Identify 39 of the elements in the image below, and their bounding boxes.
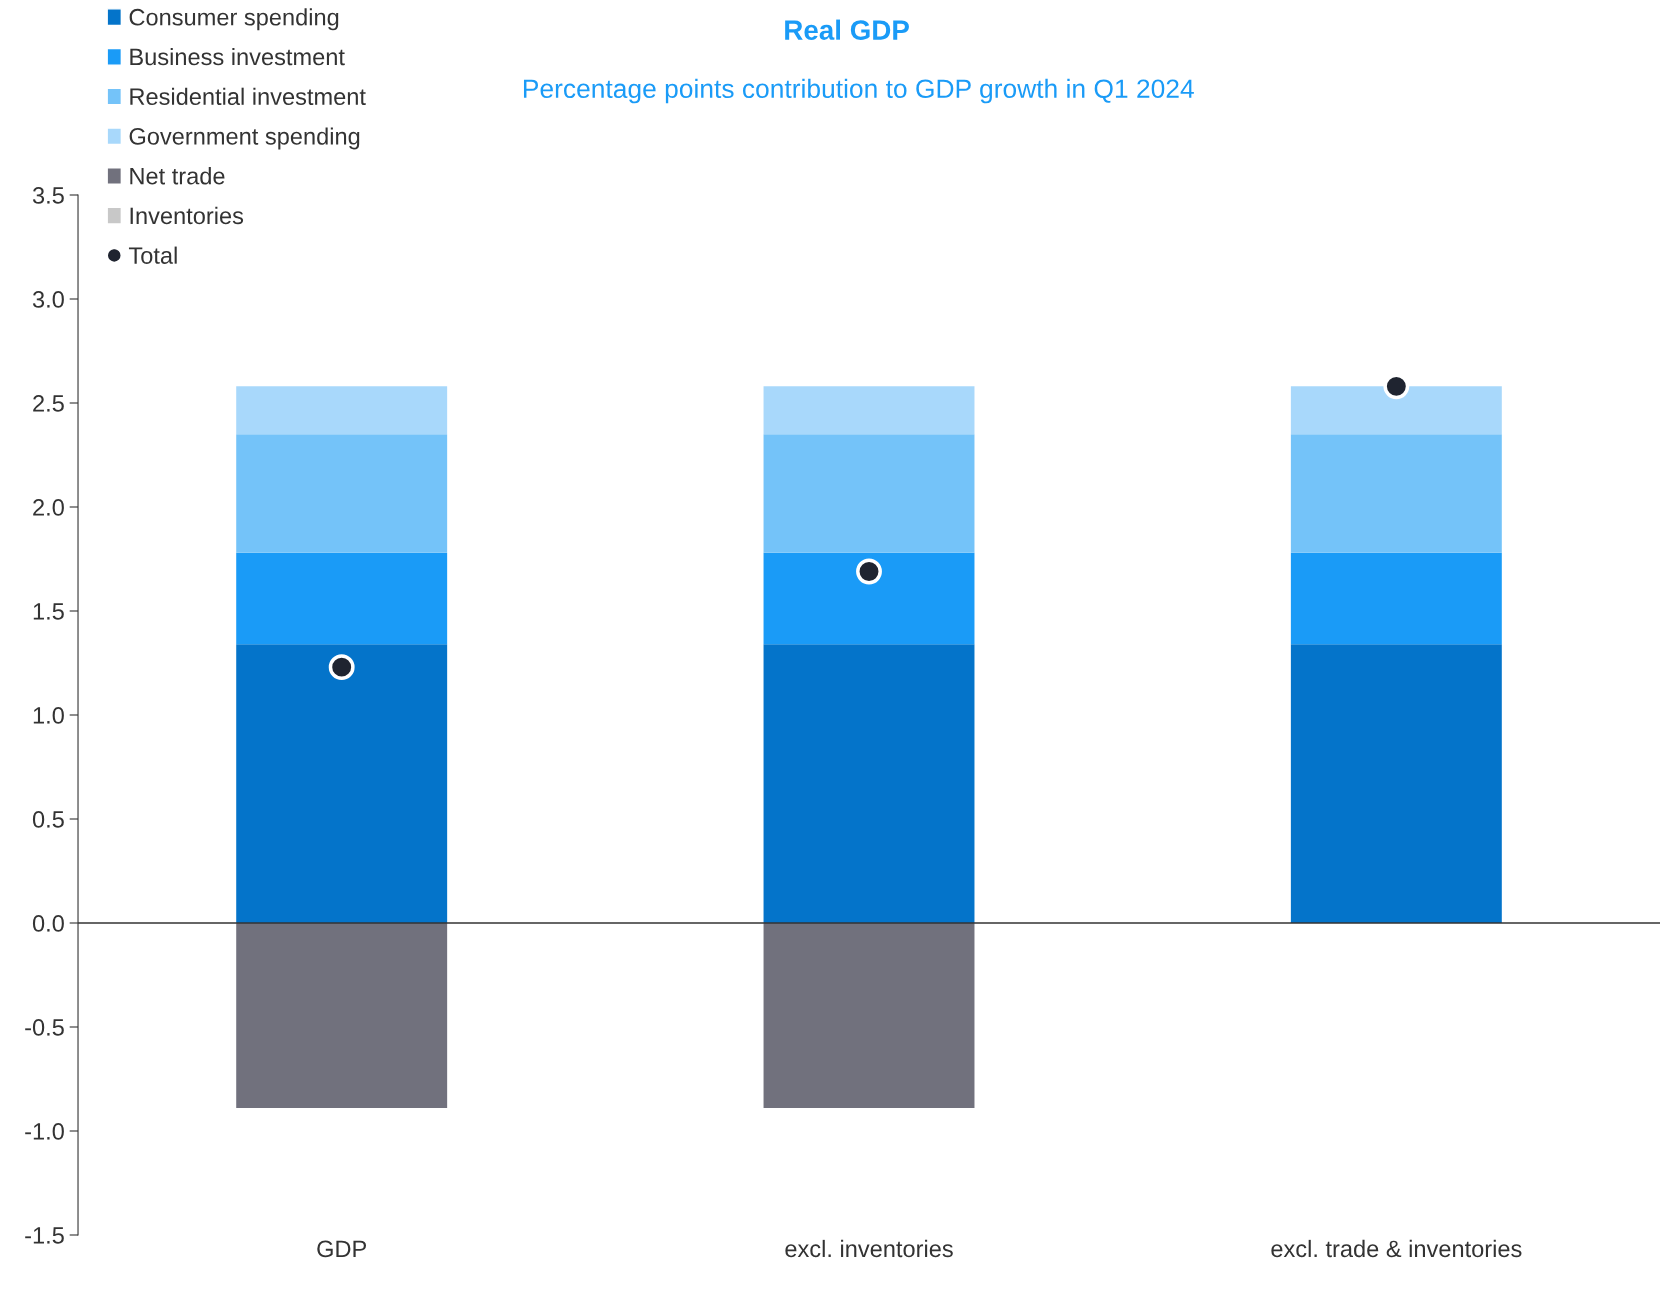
bar <box>1290 386 1502 435</box>
legend-label: Government spending <box>129 127 360 150</box>
legend-label: Business investment <box>130 47 345 66</box>
y-tick-label: -1.5 <box>25 1227 64 1244</box>
x-tick-label: excl. trade & inventories <box>1271 1239 1522 1258</box>
bar <box>236 552 448 645</box>
bar <box>236 644 448 923</box>
bar <box>236 923 448 1109</box>
legend-label: Net trade <box>130 167 225 185</box>
y-tick-label: 3.5 <box>32 187 64 204</box>
y-tick-label: 2.5 <box>33 395 64 412</box>
bar <box>763 434 975 553</box>
point <box>328 654 355 681</box>
bar <box>236 434 448 553</box>
y-tick-label: 2.0 <box>33 499 64 516</box>
bar <box>763 552 975 645</box>
legend-label: Inventories <box>130 206 244 225</box>
bar <box>763 386 975 435</box>
chart-title: Real GDP <box>785 19 909 40</box>
legend-label: Residential investment <box>130 87 366 106</box>
x-tick-label: excl. inventories <box>785 1239 953 1258</box>
point <box>856 558 882 585</box>
legend-label: Total <box>128 246 177 264</box>
bar <box>236 386 448 435</box>
y-tick-label: -1.0 <box>25 1123 64 1140</box>
bar <box>1290 552 1502 645</box>
legend-label: Consumer spending <box>129 8 339 31</box>
y-tick-label: -0.5 <box>25 1019 64 1036</box>
y-tick-label: 0.5 <box>32 811 64 828</box>
bar <box>1290 644 1502 923</box>
bar <box>763 923 975 1109</box>
y-tick-label: 0.0 <box>32 915 64 932</box>
y-tick-label: 3.0 <box>32 291 64 308</box>
x-tick-label: GDP <box>317 1240 367 1258</box>
bar <box>763 644 975 923</box>
y-tick-label: 1.5 <box>33 603 64 620</box>
chart-subtitle: Percentage points contribution to GDP growth in Q1 2024 <box>523 78 1194 104</box>
bar <box>1290 434 1502 553</box>
y-tick-label: 1.0 <box>33 707 64 724</box>
